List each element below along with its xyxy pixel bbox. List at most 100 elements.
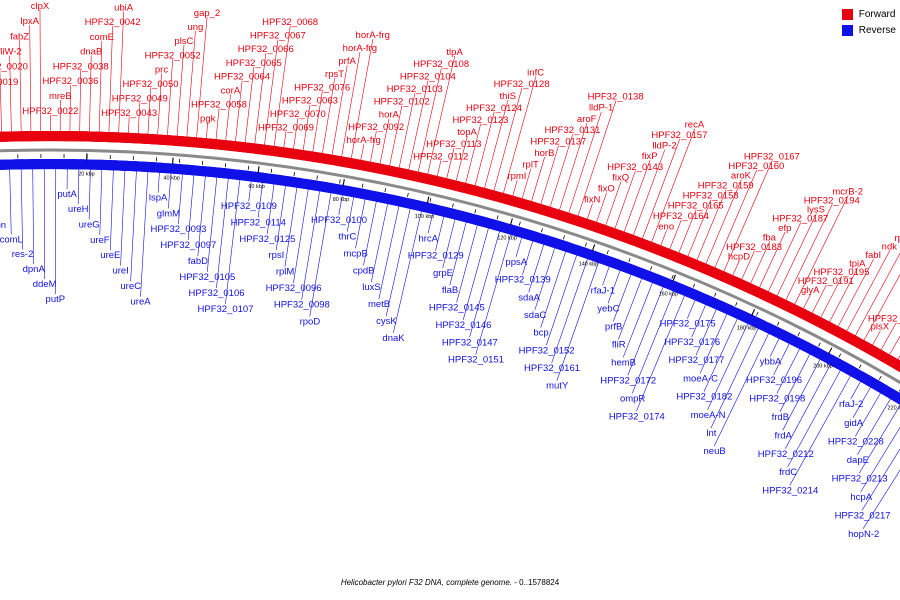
gene-label[interactable]: HPF32_0043 [101, 108, 157, 119]
gene-label[interactable]: HPF32_0105 [179, 272, 235, 283]
gene-label[interactable]: HPF32_0093 [150, 224, 206, 235]
gene-label[interactable]: frdA [774, 430, 792, 441]
gene-label[interactable]: fabZ [10, 31, 29, 42]
gene-label[interactable]: HPF32_0165 [668, 201, 724, 212]
gene-label[interactable]: HPF32_0195 [814, 267, 870, 278]
gene-feature[interactable] [895, 396, 900, 428]
gene-label[interactable]: HPF32_0069 [258, 122, 314, 133]
gene-label[interactable]: HPF32_0113 [426, 139, 481, 150]
gene-label[interactable]: comL [0, 234, 23, 245]
gene-label[interactable]: HPF32_0147 [442, 337, 498, 348]
gene-label[interactable]: fixP [642, 151, 658, 162]
gene-label[interactable]: HPF32_0197 [868, 314, 900, 325]
gene-label[interactable]: lysS [807, 204, 825, 215]
gene-label[interactable]: HPF32_0109 [221, 201, 277, 212]
gene-label[interactable]: glyA [801, 285, 820, 296]
gene-label[interactable]: horB [534, 148, 554, 159]
gene-label[interactable]: HPF32_0106 [189, 288, 245, 299]
gene-label[interactable]: bcp [533, 328, 548, 339]
gene-label[interactable]: horA-frg [346, 135, 380, 146]
gene-label[interactable]: HPF32_0065 [226, 58, 282, 69]
gene-label[interactable]: HPF32_0212 [758, 449, 814, 460]
gene-label[interactable]: ppsA [505, 257, 527, 268]
gene-label[interactable]: HPF32_0129 [408, 251, 464, 262]
gene-label[interactable]: horA [379, 109, 400, 120]
gene-label[interactable]: ureA [131, 297, 152, 308]
gene-label[interactable]: ureG [79, 219, 100, 230]
gene-label[interactable]: rplM [276, 267, 295, 278]
gene-label[interactable]: rpsT [325, 69, 344, 80]
gene-label[interactable]: HPF32_0068 [262, 17, 318, 28]
gene-label[interactable]: HPF32_0038 [53, 61, 109, 72]
gene-label[interactable]: HPF32_0161 [524, 363, 580, 374]
gene-feature[interactable] [888, 392, 900, 420]
gene-label[interactable]: HPF32_0131 [544, 125, 600, 136]
gene-arrow[interactable] [888, 392, 900, 420]
gene-label[interactable]: HPF32_0123 [452, 115, 508, 126]
gene-label[interactable]: mutY [546, 381, 569, 392]
gene-label[interactable]: thrC [338, 232, 356, 243]
gene-label[interactable]: hcpD [728, 251, 750, 262]
gene-label[interactable]: lldP-2 [652, 140, 676, 151]
gene-label[interactable]: HPF32_0198 [749, 394, 805, 405]
gene-label[interactable]: mcrB-2 [832, 186, 863, 197]
gene-label[interactable]: HPF32_0128 [494, 79, 550, 90]
gene-label[interactable]: ureE [100, 250, 120, 261]
gene-label[interactable]: lpxA [20, 16, 39, 27]
gene-label[interactable]: HPF32_0160 [728, 161, 784, 172]
gene-label[interactable]: HPF32_0157 [651, 130, 707, 141]
gene-label[interactable]: hemB [611, 357, 636, 368]
gene-label[interactable]: HPF32_0042 [85, 17, 141, 28]
gene-label[interactable]: plsC [174, 36, 193, 47]
gene-label[interactable]: HPF32_0187 [772, 214, 828, 225]
gene-label[interactable]: plsX [871, 322, 890, 333]
gene-label[interactable]: glmM [157, 208, 180, 219]
gene-label[interactable]: clpX [31, 1, 50, 12]
gene-label[interactable]: HPF32_0070 [270, 109, 326, 120]
gene-label[interactable]: thiS [500, 91, 516, 102]
gene-label[interactable]: HPF32_0076 [294, 82, 350, 93]
gene-label[interactable]: neuB [704, 446, 726, 457]
gene-label[interactable]: sdaA [518, 292, 540, 303]
gene-label[interactable]: HPF32_0177 [668, 355, 724, 366]
gene-label[interactable]: HPF32_0146 [435, 320, 491, 331]
gene-label[interactable]: HPF32_0064 [214, 72, 270, 83]
gene-label[interactable]: HPF32_0176 [664, 337, 720, 348]
gene-label[interactable]: HPF32_0114 [231, 217, 286, 228]
gene-label[interactable]: ddeM [33, 279, 57, 290]
gene-label[interactable]: lnt [706, 428, 716, 439]
gene-label[interactable]: HPF32_0138 [588, 92, 644, 103]
gene-label[interactable]: cysK [376, 316, 397, 327]
gene-label[interactable]: HPF32_0217 [835, 510, 891, 521]
gene-label[interactable]: luxS [362, 282, 380, 293]
gene-label[interactable]: HPF32_0058 [191, 99, 247, 110]
gene-label[interactable]: HPF32_0104 [400, 72, 456, 83]
gene-label[interactable]: ndk [882, 241, 898, 252]
gene-label[interactable]: dnaK [382, 333, 405, 344]
gene-label[interactable]: moeA-N [691, 410, 726, 421]
gene-label[interactable]: putP [46, 294, 66, 305]
gene-label[interactable]: HPF32_0174 [609, 411, 665, 422]
gene-label[interactable]: mreB [49, 91, 72, 102]
gene-label[interactable]: tpiA [849, 258, 866, 269]
gene-label[interactable]: mcpB [344, 248, 368, 259]
gene-label[interactable]: HPF32_0158 [683, 191, 739, 202]
gene-label[interactable]: horA-frg [343, 43, 377, 54]
gene-label[interactable]: ompR [620, 393, 645, 404]
gene-label[interactable]: HPF32_0096 [266, 283, 322, 294]
gene-label[interactable]: horA-frg [356, 30, 390, 41]
gene-label[interactable]: HPF32_0145 [429, 303, 485, 314]
gene-label[interactable]: HPF32_0137 [530, 137, 586, 148]
gene-label[interactable]: res-2 [12, 249, 34, 260]
gene-label[interactable]: HPF32_0063 [282, 96, 338, 107]
gene-label[interactable]: ureI [112, 266, 128, 277]
gene-arrow[interactable] [890, 358, 900, 390]
gene-label[interactable]: HPF32_0098 [274, 300, 330, 311]
gene-label[interactable]: HPF32_0214 [762, 485, 818, 496]
gene-label[interactable]: ung [187, 22, 203, 33]
gene-label[interactable]: gidA [844, 418, 864, 429]
gene-label[interactable]: HPF32_0151 [448, 355, 504, 366]
gene-label[interactable]: yebC [597, 303, 619, 314]
gene-label[interactable]: HPF32_0097 [160, 240, 216, 251]
gene-label[interactable]: fliR [612, 339, 626, 350]
